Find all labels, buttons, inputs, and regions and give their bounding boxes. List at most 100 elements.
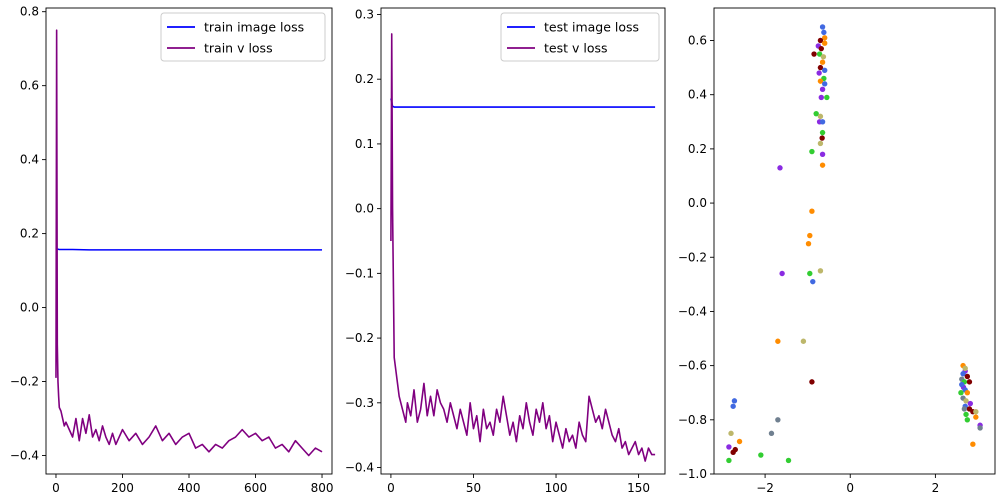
scatter-point [970, 441, 976, 447]
subplot-2: 0 50 100 150 −0.4 −0.3 −0.2 −0.1 0.0 0.1 0.2 0.3 tes… [345, 7, 666, 495]
y-tick-label: −0.4 [10, 449, 39, 463]
scatter-point [962, 365, 968, 372]
scatter-point [818, 94, 824, 101]
legend: test image loss test v loss [500, 12, 660, 62]
y-tick-label: 0.1 [355, 137, 374, 151]
scatter-point [820, 54, 827, 60]
legend-label: test image loss [544, 20, 639, 35]
scatter-point [807, 270, 813, 277]
y-tick-label: −0.4 [678, 304, 707, 318]
scatter-point [785, 457, 792, 464]
scatter-point [958, 390, 964, 396]
scatter-point [817, 140, 824, 147]
scatter-point [817, 37, 824, 44]
y-tick-label: −0.3 [345, 396, 374, 410]
scatter-point [819, 119, 826, 125]
x-tick-label: 0 [387, 481, 395, 495]
x-tick-label: 800 [311, 481, 334, 495]
plot-data [390, 33, 656, 462]
scatter-point [816, 51, 823, 57]
series-line-2 [55, 29, 323, 457]
scatter-point [775, 417, 781, 423]
x-tick-label: 0 [52, 481, 60, 495]
scatter-point [810, 278, 816, 285]
y-tick-label: −0.8 [678, 413, 707, 427]
y-tick-label: 0.6 [688, 34, 707, 48]
legend-label: train v loss [204, 41, 273, 56]
scatter-point [819, 162, 826, 168]
scatter-point [821, 29, 827, 36]
scatter-point [973, 408, 979, 415]
scatter-point [967, 400, 974, 407]
y-tick-label: −1.0 [678, 467, 707, 481]
y-tick-label: 0.0 [355, 202, 374, 216]
scatter-point [818, 45, 824, 52]
y-tick-label: −0.2 [345, 331, 374, 345]
scatter-point [964, 373, 971, 380]
scatter-point [809, 148, 815, 155]
y-tick-label: 0.0 [20, 301, 39, 315]
scatter-point [809, 208, 815, 214]
x-tick-label: 2 [932, 481, 940, 495]
scatter-point [819, 86, 826, 92]
y-tick-label: 0.2 [688, 142, 707, 156]
scatter-point [959, 381, 965, 388]
scatter-point [817, 268, 824, 274]
scatter-point [819, 151, 826, 157]
scatter-point [768, 430, 775, 437]
legend: train image loss train v loss [160, 12, 326, 62]
scatter-point [819, 59, 826, 65]
scatter-point [809, 379, 815, 385]
y-tick-label: −0.2 [10, 375, 39, 389]
y-tick-label: 0.4 [688, 88, 707, 102]
scatter-point [730, 449, 736, 456]
scatter-point [730, 403, 736, 409]
scatter-point [963, 411, 969, 418]
scatter-point [731, 398, 738, 404]
subplot-1: 0 200 400 600 800 −0.4 −0.2 0.0 0.2 0.4 0.6 0.8 trai… [10, 5, 334, 495]
scatter-point [777, 165, 783, 171]
scatter-point [963, 398, 969, 404]
x-tick-label: 0 [846, 481, 854, 495]
scatter-point [960, 371, 966, 377]
plot-data [55, 29, 323, 457]
axes-frame [713, 7, 996, 475]
scatter-point [964, 390, 971, 396]
scatter-point [964, 417, 971, 423]
y-tick-label: 0.3 [355, 7, 374, 21]
scatter-point [822, 67, 828, 74]
subplot-3: −2 0 2 −1.0 −0.8 −0.6 −0.4 −0.2 0.0 0.2 0.4 0.6 [678, 7, 996, 495]
series-line-2 [390, 33, 656, 462]
x-tick-label: −2 [756, 481, 774, 495]
scatter-point [811, 51, 817, 57]
y-tick-label: −0.2 [678, 250, 707, 264]
y-tick-label: −0.6 [678, 359, 707, 373]
legend-box [160, 12, 326, 62]
y-tick-label: 0.6 [20, 79, 39, 93]
scatter-point [817, 64, 824, 71]
scatter-point [973, 414, 979, 420]
axes-frame [45, 7, 333, 475]
scatter-point [822, 40, 828, 46]
scatter-point [736, 438, 743, 445]
legend-label: train image loss [204, 20, 304, 35]
y-tick-label: 0.8 [20, 5, 39, 19]
scatter-point [728, 430, 734, 437]
scatter-point [824, 94, 830, 101]
legend-box [500, 12, 660, 62]
x-tick-label: 50 [466, 481, 481, 495]
scatter-point [800, 338, 807, 344]
scatter-point [817, 113, 824, 120]
x-tick-label: 100 [545, 481, 568, 495]
x-tick-label: 200 [111, 481, 134, 495]
y-tick-label: 0.4 [20, 153, 39, 167]
scatter-point [813, 110, 819, 117]
scatter-point [726, 457, 732, 464]
plot-data [726, 24, 983, 464]
scatter-point [816, 70, 822, 76]
y-tick-label: 0.2 [20, 227, 39, 241]
legend-label: test v loss [544, 41, 608, 56]
scatter-point [822, 81, 828, 87]
scatter-point [961, 406, 968, 412]
